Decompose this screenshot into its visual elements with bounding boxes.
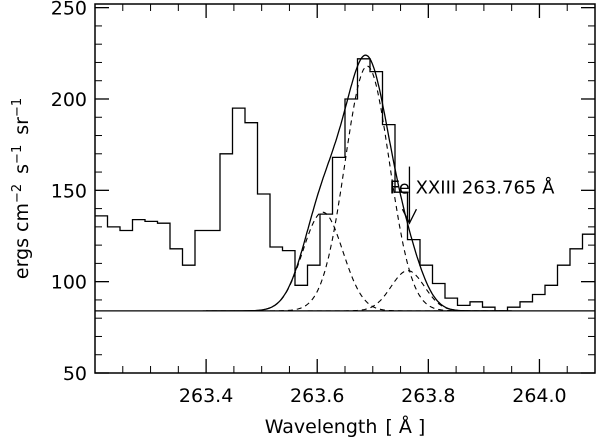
y-tick-label: 200 [51, 89, 87, 111]
x-axis-ticks: 263.4 263.6 263.8 264.0 [122, 4, 568, 407]
plot-area [95, 54, 595, 312]
y-tick-label: 100 [51, 272, 87, 294]
y-tick-label: 250 [51, 0, 87, 20]
total-fit-curve [206, 54, 512, 312]
x-tick-label: 263.4 [179, 385, 233, 407]
fe-xxiii-annotation: Fe XXIII 263.765 Å [389, 177, 555, 199]
gaussian-component-3 [307, 270, 508, 312]
observed-histogram [95, 58, 595, 312]
x-tick-label: 263.8 [401, 385, 455, 407]
y-axis-ticks: 50 100 150 200 250 [51, 0, 595, 385]
y-tick-label: 150 [51, 180, 87, 202]
y-tick-label: 50 [63, 363, 87, 385]
annotation-arrow-head [401, 208, 418, 225]
x-tick-label: 263.6 [290, 385, 344, 407]
x-tick-label: 264.0 [512, 385, 566, 407]
annotation-arrow [401, 166, 418, 225]
y-axis-label: ergs cm−2s−1sr−1 [10, 98, 33, 279]
x-axis-label: Wavelength[ Å ] [265, 415, 426, 438]
